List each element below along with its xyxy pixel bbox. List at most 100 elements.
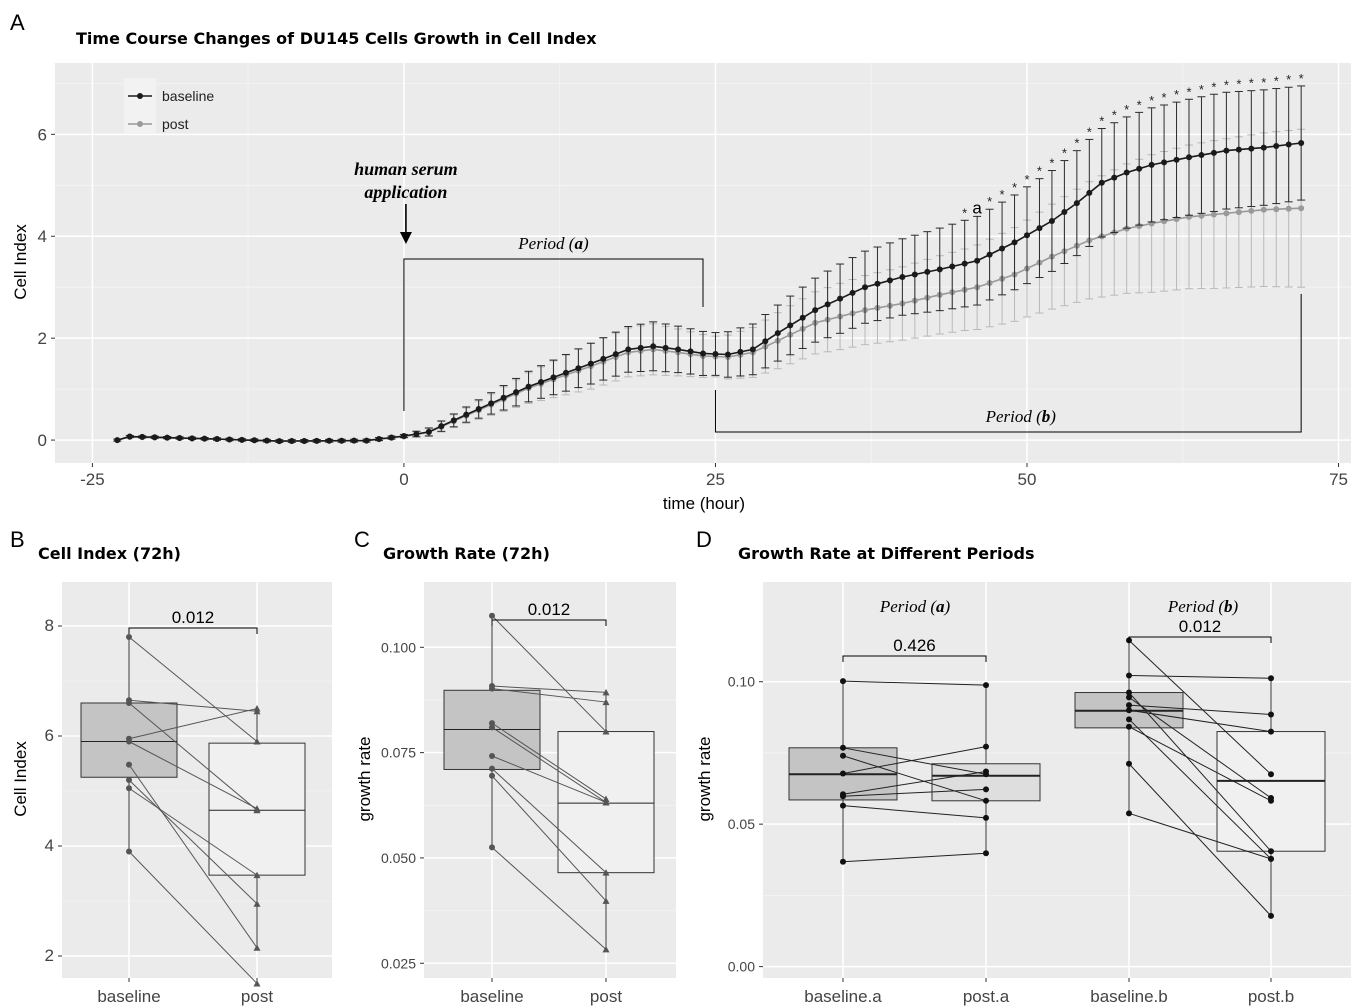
- paired-line: [1128, 692, 1272, 852]
- data-point-baseline: [562, 369, 569, 376]
- paired-line: [491, 726, 607, 803]
- pvalue-label: 0.012: [172, 608, 215, 627]
- paired-point-right: [1268, 771, 1274, 778]
- paired-point-right: [1268, 912, 1274, 919]
- significance-star: *: [1236, 76, 1241, 91]
- paired-line: [842, 680, 987, 686]
- significance-star: *: [1261, 75, 1266, 90]
- pvalue-bracket: [1128, 636, 1272, 643]
- panel-letter-a: A: [10, 10, 25, 35]
- data-point-post: [1260, 206, 1267, 213]
- data-point-baseline: [351, 437, 358, 444]
- significance-star: *: [962, 205, 967, 220]
- paired-sample: [126, 634, 261, 745]
- paired-point-right: [602, 795, 610, 802]
- data-point-baseline: [376, 436, 382, 443]
- y-tick-label: 0.10: [728, 674, 755, 690]
- paired-line: [128, 764, 258, 949]
- y-tick-label: 2: [45, 946, 54, 965]
- data-point-baseline: [1048, 217, 1055, 224]
- panel-c-title: Growth Rate (72h): [383, 544, 550, 563]
- data-point-baseline: [886, 277, 893, 284]
- data-point-baseline: [999, 245, 1006, 252]
- data-point-baseline: [1173, 156, 1180, 163]
- paired-point-left: [1126, 723, 1132, 730]
- paired-sample: [126, 848, 261, 987]
- data-point-baseline: [612, 351, 619, 358]
- paired-point-left: [1126, 702, 1132, 709]
- legend-label-post: post: [162, 116, 189, 132]
- paired-line: [842, 788, 987, 797]
- x-tick-label-baseline: baseline: [460, 987, 523, 1006]
- paired-point-right: [1268, 728, 1274, 735]
- paired-point-right: [253, 805, 261, 812]
- data-point-baseline: [737, 348, 744, 355]
- paired-point-right: [1268, 848, 1274, 855]
- paired-line: [842, 852, 987, 863]
- paired-line: [842, 755, 987, 802]
- data-point-baseline: [961, 260, 968, 267]
- paired-sample: [840, 850, 989, 865]
- y-tick-label: 0.075: [381, 745, 416, 761]
- data-point-baseline: [849, 289, 856, 296]
- y-tick-label: 0.050: [381, 850, 416, 866]
- y-tick-label: 2: [38, 329, 47, 348]
- paired-line: [491, 847, 607, 950]
- data-point-baseline: [1148, 161, 1155, 168]
- data-point-baseline: [787, 322, 794, 329]
- data-point-baseline: [762, 338, 769, 345]
- data-point-post: [1198, 212, 1205, 219]
- data-point-baseline: [525, 383, 532, 390]
- paired-point-left: [126, 848, 132, 855]
- annotation-arrow-head: [399, 232, 412, 244]
- data-point-baseline: [812, 307, 819, 314]
- paired-line: [491, 688, 607, 703]
- pvalue-label: 0.426: [893, 636, 936, 655]
- paired-line: [842, 747, 987, 775]
- legend-label-baseline: baseline: [162, 88, 214, 104]
- paired-point-right: [253, 944, 261, 951]
- significance-star: *: [1149, 93, 1154, 108]
- data-point-baseline: [326, 437, 333, 444]
- paired-point-left: [840, 802, 846, 809]
- panel-c-ylabel: growth rate: [355, 736, 374, 821]
- paired-sample: [840, 786, 989, 800]
- period-a-label: Period (a): [517, 234, 589, 253]
- data-point-baseline: [1223, 147, 1230, 154]
- y-tick-label: 4: [45, 836, 54, 855]
- data-point-post: [1235, 209, 1242, 216]
- data-point-baseline: [313, 437, 320, 444]
- data-point-baseline: [1073, 200, 1080, 207]
- significance-star: *: [987, 194, 992, 209]
- data-point-baseline: [712, 350, 719, 357]
- data-point-post: [1273, 206, 1280, 213]
- paired-point-right: [983, 850, 989, 857]
- data-point-baseline: [986, 251, 993, 258]
- data-point-baseline: [238, 436, 245, 443]
- data-point-baseline: [1024, 232, 1030, 239]
- paired-sample: [840, 743, 989, 777]
- paired-line: [1128, 812, 1272, 860]
- paired-sample: [489, 685, 610, 706]
- legend: baseline post: [124, 78, 214, 134]
- data-point-post: [1285, 205, 1292, 212]
- data-point-baseline: [338, 437, 345, 444]
- paired-point-left: [489, 772, 495, 779]
- paired-point-left: [489, 685, 495, 692]
- y-tick-label: 0: [38, 431, 47, 450]
- data-point-baseline: [550, 374, 557, 381]
- paired-line: [491, 722, 607, 800]
- y-tick-label: 0.05: [728, 816, 755, 832]
- paired-point-left: [126, 738, 132, 745]
- data-point-baseline: [774, 330, 781, 337]
- data-point-baseline: [974, 257, 981, 264]
- x-tick-label-baseline: baseline: [97, 987, 160, 1006]
- paired-sample: [489, 772, 610, 904]
- paired-sample: [1126, 689, 1274, 855]
- x-tick-label-post.a: post.a: [963, 987, 1010, 1006]
- paired-sample: [1126, 707, 1274, 735]
- paired-sample: [126, 761, 261, 951]
- panel-letter-b: B: [10, 527, 25, 552]
- paired-point-left: [840, 744, 846, 751]
